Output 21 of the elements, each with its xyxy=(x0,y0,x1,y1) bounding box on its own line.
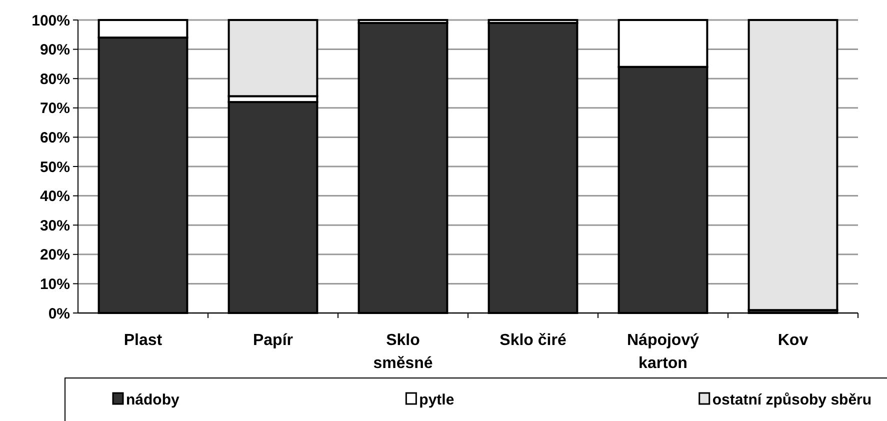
x-tick-label: Kov xyxy=(778,332,808,349)
x-tick-label: Sklo čiré xyxy=(500,332,566,349)
legend-label: ostatní způsoby sběru xyxy=(712,391,872,408)
y-tick-label: 60% xyxy=(40,129,70,146)
y-tick-label: 100% xyxy=(32,12,70,30)
legend-label: pytle xyxy=(419,391,454,408)
x-tick-label: Sklo směsné xyxy=(373,332,433,372)
y-tick-label: 10% xyxy=(40,276,70,293)
y-tick-label: 40% xyxy=(40,188,70,206)
y-tick-label: 50% xyxy=(40,158,70,176)
y-tick-label: 70% xyxy=(40,100,70,118)
y-tick-label: 90% xyxy=(40,42,70,59)
x-tick-label: Papír xyxy=(252,332,294,349)
y-tick-label: 80% xyxy=(40,70,70,88)
y-tick-label: 0% xyxy=(48,305,70,322)
bar xyxy=(748,19,838,312)
y-tick-label: 30% xyxy=(40,217,70,234)
legend-label: nádoby xyxy=(126,391,180,408)
x-tick-label: Plast xyxy=(124,332,163,349)
y-tick-label: 20% xyxy=(40,246,70,264)
x-tick-label: Nápojový karton xyxy=(626,332,700,372)
